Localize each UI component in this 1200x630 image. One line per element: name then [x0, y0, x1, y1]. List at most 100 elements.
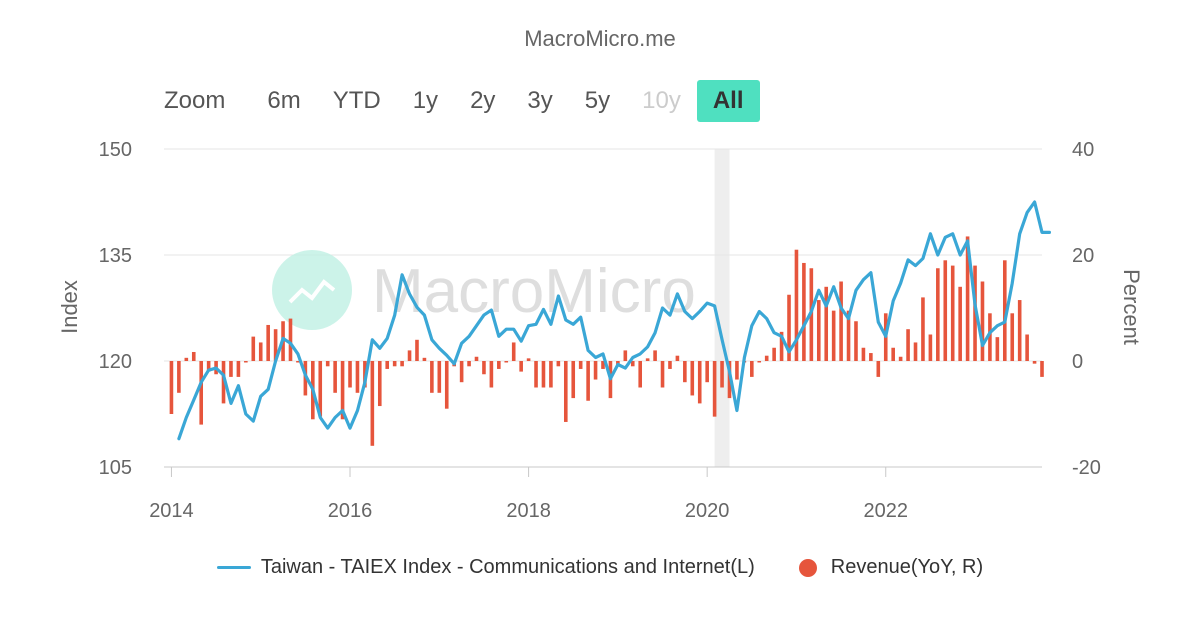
revenue-bar [578, 361, 583, 369]
revenue-bar [273, 329, 278, 361]
revenue-bar [936, 268, 940, 361]
revenue-bar [556, 361, 561, 367]
left-axis-tick-label: 150 [99, 139, 132, 161]
right-axis-tick-label: 20 [1072, 245, 1094, 267]
revenue-bar [467, 361, 471, 367]
revenue-bar [318, 361, 323, 417]
revenue-bar [1025, 334, 1029, 361]
revenue-bar [534, 361, 538, 388]
revenue-bar [392, 361, 397, 367]
revenue-bar [601, 361, 605, 369]
revenue-bar [921, 297, 925, 361]
legend-label-index: Taiwan - TAIEX Index - Communications an… [260, 556, 755, 578]
revenue-bar [370, 361, 375, 446]
revenue-bar [229, 361, 233, 377]
revenue-bar [653, 350, 657, 361]
revenue-bar [437, 361, 442, 393]
x-axis-tick-label: 2014 [149, 500, 194, 522]
revenue-bar [407, 350, 412, 361]
x-axis-tick-label: 2020 [685, 500, 730, 522]
revenue-bar [802, 262, 806, 361]
shaded-period-layer [714, 149, 730, 467]
revenue-bar [988, 313, 992, 361]
zoom-all-button[interactable]: All [696, 80, 760, 122]
revenue-bar [846, 310, 851, 361]
revenue-bar [1032, 361, 1037, 364]
zoom-1y-button[interactable]: 1y [412, 87, 439, 114]
revenue-bar [816, 300, 821, 361]
revenue-bar [869, 353, 873, 361]
revenue-bar [549, 361, 553, 388]
revenue-bar [593, 361, 598, 380]
revenue-bar [995, 337, 1000, 361]
revenue-bar [333, 361, 337, 393]
revenue-bar [906, 329, 910, 361]
left-axis-tick-label: 105 [99, 457, 132, 479]
revenue-bar [794, 249, 799, 361]
left-axis-title: Index [57, 280, 82, 334]
revenue-bar [697, 361, 702, 404]
revenue-bar [623, 350, 628, 361]
revenue-bar [474, 356, 479, 361]
revenue-bar [444, 361, 449, 409]
zoom-3y-button[interactable]: 3y [527, 87, 553, 114]
revenue-bar [206, 361, 211, 372]
zoom-10y-button: 10y [642, 87, 681, 114]
revenue-bar [422, 357, 427, 361]
zoom-label: Zoom [164, 87, 226, 114]
chart-title: MacroMicro.me [524, 26, 676, 51]
watermark: MacroMicro [272, 250, 696, 330]
revenue-bar [177, 361, 181, 393]
revenue-bar [526, 358, 531, 361]
left-axis-tick-label: 135 [99, 245, 132, 267]
watermark-logo-mark [288, 279, 336, 304]
zoom-5y-button[interactable]: 5y [584, 87, 611, 114]
revenue-bar [928, 334, 933, 361]
revenue-bar [430, 361, 434, 393]
revenue-bar [1010, 313, 1015, 361]
revenue-bar [690, 361, 695, 396]
revenue-bar [541, 361, 546, 388]
zoom-2y-button[interactable]: 2y [470, 87, 496, 114]
revenue-bar [750, 361, 754, 377]
revenue-bar [497, 361, 501, 369]
watermark-logo-icon [272, 250, 352, 330]
revenue-bar [511, 342, 516, 361]
revenue-bar [645, 358, 650, 361]
revenue-bar [348, 361, 352, 388]
revenue-bar [385, 361, 390, 369]
revenue-bar [236, 361, 241, 377]
revenue-bar [325, 361, 330, 367]
revenue-bar [668, 361, 672, 369]
axes: Index Percent 105 120 135 150 -20 0 20 40 2014 20… [57, 139, 1144, 522]
revenue-bar [675, 355, 680, 361]
revenue-bar [251, 336, 256, 361]
revenue-bar [1002, 260, 1007, 361]
legend-item-revenue[interactable]: Revenue(YoY, R) [798, 556, 984, 579]
revenue-bar [340, 361, 345, 420]
zoom-ytd-button[interactable]: YTD [332, 87, 381, 114]
revenue-bar [958, 286, 962, 361]
revenue-bar [831, 310, 836, 361]
index-line [177, 200, 1052, 441]
zoom-toolbar: Zoom 6m YTD 1y 2y 3y 5y 10y All [164, 80, 760, 122]
legend-item-index[interactable]: Taiwan - TAIEX Index - Communications an… [216, 556, 755, 579]
revenue-bar [660, 361, 665, 388]
shaded-period [714, 149, 730, 467]
revenue-bar [787, 294, 791, 361]
revenue-bar [950, 265, 955, 361]
x-axis-tick-label: 2018 [506, 500, 551, 522]
revenue-bar [296, 361, 300, 363]
revenue-bar [377, 361, 382, 407]
revenue-bar [184, 357, 189, 361]
revenue-bar [757, 361, 762, 363]
right-axis-tick-label: -20 [1072, 457, 1101, 479]
revenue-bar [824, 286, 829, 361]
zoom-6m-button[interactable]: 6m [267, 87, 301, 114]
revenue-bar [504, 361, 509, 363]
revenue-bar [1017, 300, 1022, 361]
legend-label-revenue: Revenue(YoY, R) [830, 556, 984, 578]
revenue-bar [898, 356, 903, 361]
revenue-bar [266, 324, 270, 361]
